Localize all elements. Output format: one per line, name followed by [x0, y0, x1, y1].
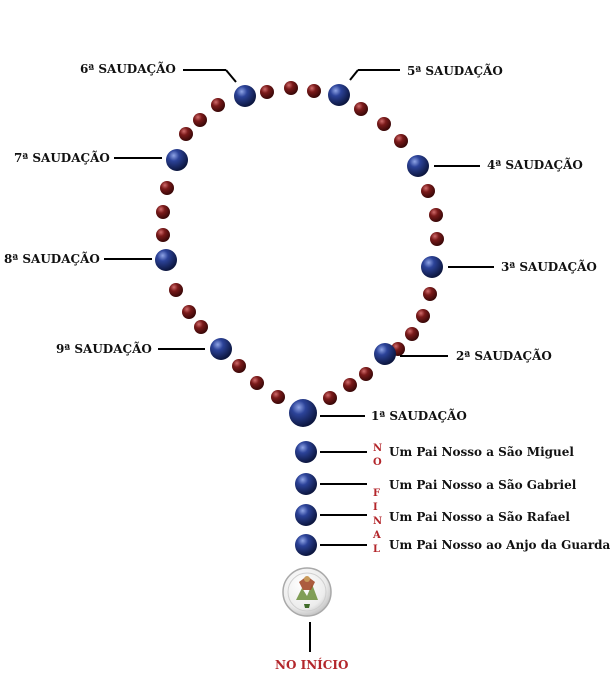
- greeting-label-8: 8ª SAUDAÇÃO: [4, 251, 100, 266]
- greeting-label-6: 6ª SAUDAÇÃO: [80, 61, 176, 76]
- greeting-label-7: 7ª SAUDAÇÃO: [14, 150, 110, 165]
- vertical-final-n: N: [373, 516, 382, 527]
- red-bead: [421, 184, 435, 198]
- red-bead: [260, 85, 274, 99]
- prayer-bead-raphael: [295, 504, 317, 526]
- red-bead: [271, 390, 285, 404]
- red-bead: [250, 376, 264, 390]
- greeting-bead-4: [407, 155, 429, 177]
- red-bead: [194, 320, 208, 334]
- greeting-bead-5: [328, 84, 350, 106]
- greeting-bead-6: [234, 85, 256, 107]
- vertical-final-i: I: [373, 502, 378, 513]
- red-bead: [343, 378, 357, 392]
- red-bead: [193, 113, 207, 127]
- prayer-label-raphael: Um Pai Nosso a São Rafael: [389, 510, 570, 524]
- chaplet-loop: [155, 81, 444, 427]
- red-bead: [405, 327, 419, 341]
- prayer-label-michael: Um Pai Nosso a São Miguel: [389, 445, 574, 459]
- vertical-no-o: O: [373, 457, 382, 468]
- red-bead: [354, 102, 368, 116]
- vertical-final-a: A: [372, 530, 381, 541]
- greeting-bead-9: [210, 338, 232, 360]
- red-bead: [156, 205, 170, 219]
- red-bead: [284, 81, 298, 95]
- red-bead: [211, 98, 225, 112]
- red-bead: [323, 391, 337, 405]
- red-bead: [179, 127, 193, 141]
- red-bead: [416, 309, 430, 323]
- red-bead: [232, 359, 246, 373]
- vertical-final-l: L: [373, 544, 380, 555]
- greeting-label-5: 5ª SAUDAÇÃO: [407, 63, 503, 78]
- greeting-bead-8: [155, 249, 177, 271]
- prayer-bead-guardian-angel: [295, 534, 317, 556]
- vertical-final-f: F: [373, 488, 380, 499]
- greeting-label-1: 1ª SAUDAÇÃO: [371, 408, 467, 423]
- chaplet-tail: [295, 441, 317, 556]
- red-bead: [160, 181, 174, 195]
- saint-michael-medal-icon: [282, 567, 332, 617]
- red-bead: [430, 232, 444, 246]
- red-bead: [429, 208, 443, 222]
- prayer-label-guardian-angel: Um Pai Nosso ao Anjo da Guarda: [389, 538, 610, 552]
- prayer-bead-michael: [295, 441, 317, 463]
- start-label: NO INÍCIO: [275, 657, 348, 672]
- red-bead: [169, 283, 183, 297]
- greeting-label-4: 4ª SAUDAÇÃO: [487, 157, 583, 172]
- vertical-no-n: N: [373, 443, 382, 454]
- red-bead: [359, 367, 373, 381]
- leader-lines: [104, 69, 494, 546]
- greeting-label-2: 2ª SAUDAÇÃO: [456, 348, 552, 363]
- red-bead: [394, 134, 408, 148]
- greeting-label-3: 3ª SAUDAÇÃO: [501, 259, 597, 274]
- greeting-bead-3: [421, 256, 443, 278]
- greeting-bead-2: [374, 343, 396, 365]
- red-bead: [182, 305, 196, 319]
- prayer-label-gabriel: Um Pai Nosso a São Gabriel: [389, 478, 577, 492]
- leader-line-greeting-6a: [225, 69, 237, 83]
- prayer-bead-gabriel: [295, 473, 317, 495]
- greeting-bead-1: [289, 399, 317, 427]
- red-bead: [377, 117, 391, 131]
- greeting-bead-7: [166, 149, 188, 171]
- leader-line-greeting-5a: [349, 69, 359, 81]
- greeting-label-9: 9ª SAUDAÇÃO: [56, 341, 152, 356]
- red-bead: [156, 228, 170, 242]
- red-bead: [307, 84, 321, 98]
- red-bead: [423, 287, 437, 301]
